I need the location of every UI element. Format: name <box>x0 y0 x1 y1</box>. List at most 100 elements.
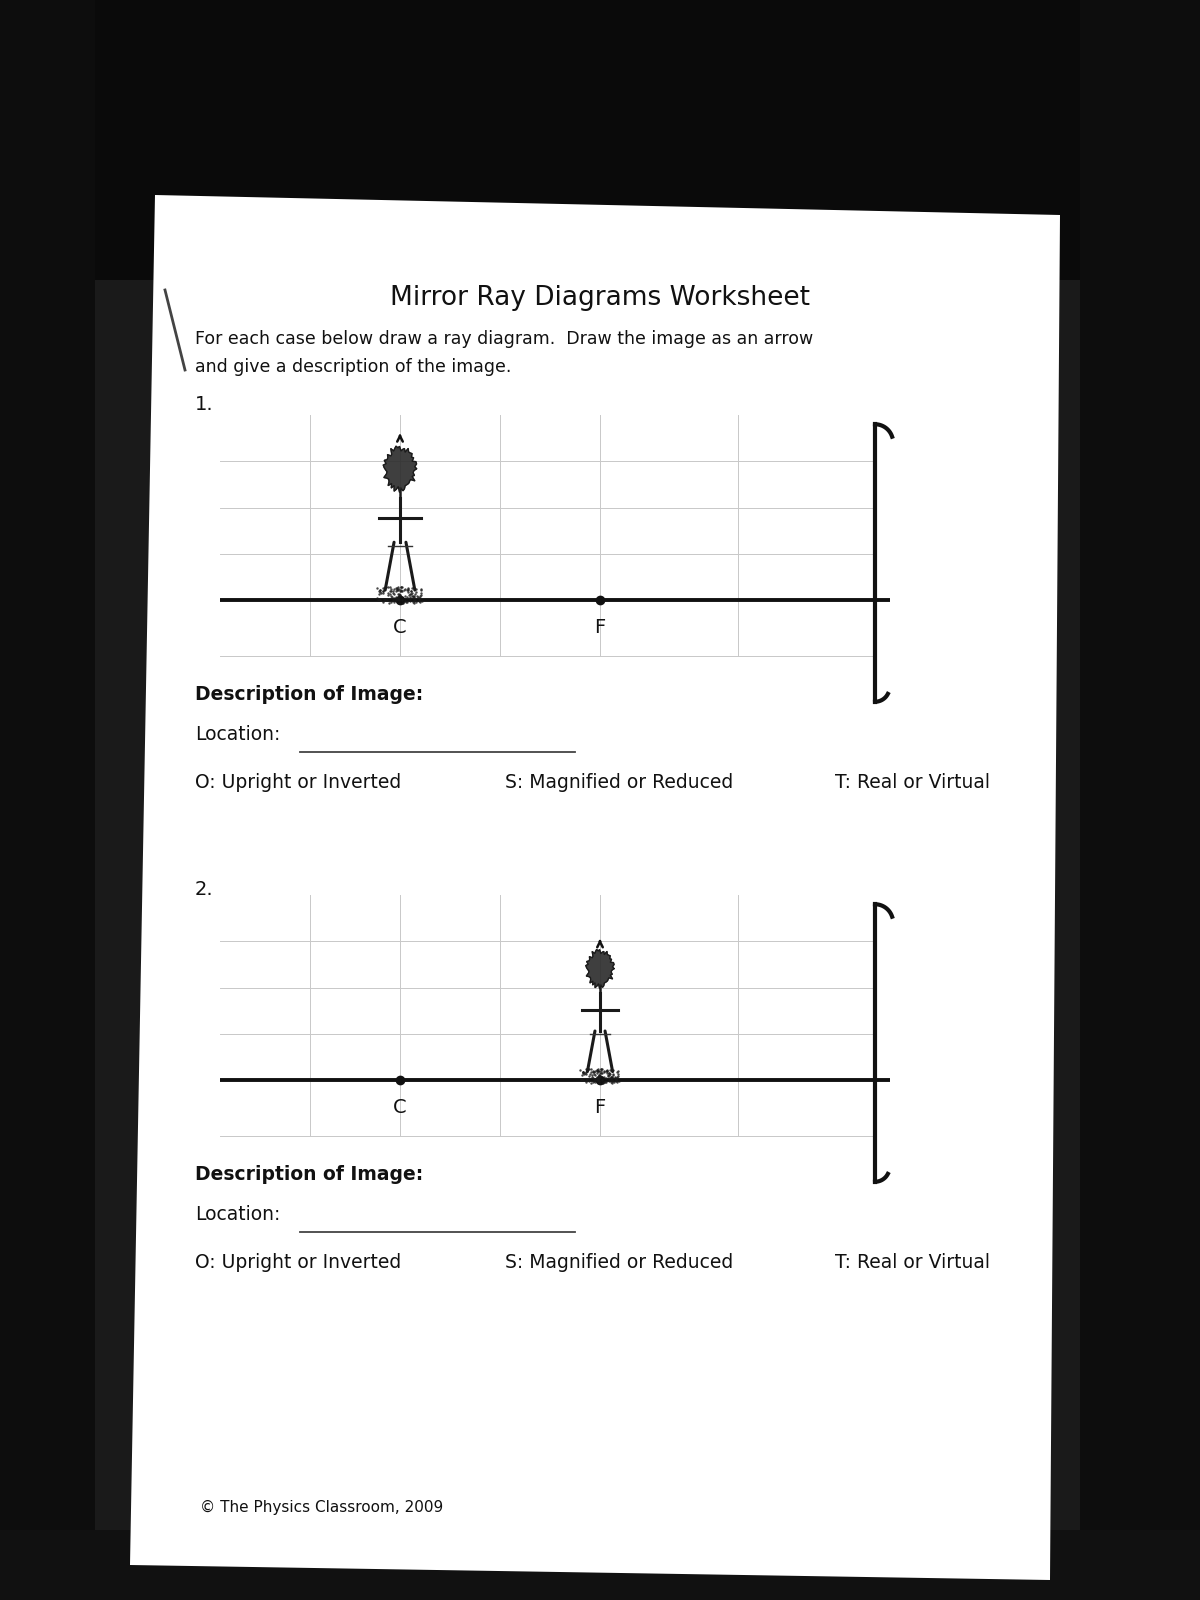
Point <box>580 1061 599 1086</box>
Point <box>380 578 400 603</box>
Point <box>580 1056 599 1082</box>
Point <box>384 586 403 611</box>
Point <box>374 586 394 611</box>
Point <box>370 578 389 603</box>
Point <box>373 579 392 605</box>
Point <box>388 586 407 611</box>
Point <box>402 576 421 602</box>
Point <box>409 589 428 614</box>
Point <box>398 576 418 602</box>
Text: C: C <box>394 618 407 637</box>
Text: S: Magnified or Reduced: S: Magnified or Reduced <box>505 773 733 792</box>
Point <box>595 1058 614 1083</box>
Point <box>601 1058 620 1083</box>
Point <box>384 576 403 602</box>
Point <box>588 1058 607 1083</box>
Point <box>604 1067 623 1093</box>
Point <box>582 1064 601 1090</box>
Point <box>572 1062 592 1088</box>
Bar <box>0 0 1200 280</box>
Point <box>380 574 400 600</box>
Point <box>388 576 407 602</box>
Point <box>401 581 420 606</box>
Point <box>602 1067 622 1093</box>
Text: O: Upright or Inverted: O: Upright or Inverted <box>194 1253 401 1272</box>
Point <box>380 581 400 606</box>
Point <box>407 589 426 614</box>
Point <box>590 1064 610 1090</box>
Point <box>595 1069 614 1094</box>
Text: For each case below draw a ray diagram.  Draw the image as an arrow: For each case below draw a ray diagram. … <box>194 330 814 349</box>
Point <box>608 1061 628 1086</box>
Point <box>412 576 431 602</box>
Point <box>589 1067 608 1093</box>
Point <box>576 1061 595 1086</box>
Point <box>571 1066 590 1091</box>
Point <box>601 1066 620 1091</box>
Point <box>586 1069 605 1094</box>
Point <box>376 574 395 600</box>
Point <box>589 1062 608 1088</box>
Point <box>406 581 425 606</box>
Point <box>410 578 430 603</box>
Point <box>389 576 408 602</box>
Point <box>392 574 412 600</box>
Text: 2.: 2. <box>194 880 214 899</box>
Point <box>389 581 408 606</box>
Point <box>389 586 408 611</box>
Point <box>406 576 425 602</box>
Point <box>397 589 416 614</box>
Point <box>409 586 428 611</box>
Point <box>374 586 394 611</box>
Point <box>384 587 403 613</box>
Point <box>408 584 427 610</box>
Point <box>410 584 430 610</box>
Point <box>373 574 392 600</box>
Point <box>367 574 386 600</box>
Point <box>607 1066 626 1091</box>
Point <box>596 1069 616 1094</box>
Point <box>383 581 402 606</box>
Point <box>576 1067 595 1093</box>
Point <box>582 1059 601 1085</box>
Point <box>409 587 428 613</box>
Point <box>392 579 412 605</box>
Point <box>602 1064 622 1090</box>
Point <box>592 1056 611 1082</box>
Point <box>598 1058 617 1083</box>
Point <box>574 1061 593 1086</box>
Point <box>389 587 408 613</box>
Point <box>587 1067 606 1093</box>
Point <box>599 1069 618 1094</box>
Point <box>602 1064 622 1090</box>
Point <box>588 1058 607 1083</box>
Text: T: Real or Virtual: T: Real or Virtual <box>835 773 990 792</box>
Point <box>571 1058 590 1083</box>
Point <box>596 1059 616 1085</box>
Point <box>572 1059 592 1085</box>
Point <box>382 578 401 603</box>
Point <box>608 1059 628 1085</box>
Point <box>607 1069 626 1094</box>
Text: 1.: 1. <box>194 395 214 414</box>
Point <box>587 1066 606 1091</box>
Point <box>576 1061 595 1086</box>
Point <box>397 584 416 610</box>
Point <box>402 578 421 603</box>
Point <box>606 1067 625 1093</box>
Point <box>386 574 406 600</box>
Point <box>580 1064 599 1090</box>
Point <box>610 1069 629 1094</box>
Point <box>377 587 396 613</box>
Point <box>400 581 419 606</box>
Point <box>584 1061 604 1086</box>
Point <box>578 1056 598 1082</box>
Point <box>389 584 408 610</box>
Text: Location:: Location: <box>194 1205 281 1224</box>
Point <box>592 1056 611 1082</box>
Point <box>588 1067 607 1093</box>
Polygon shape <box>586 949 614 989</box>
Point <box>600 1059 619 1085</box>
Point <box>385 589 404 614</box>
Point <box>601 1064 620 1090</box>
